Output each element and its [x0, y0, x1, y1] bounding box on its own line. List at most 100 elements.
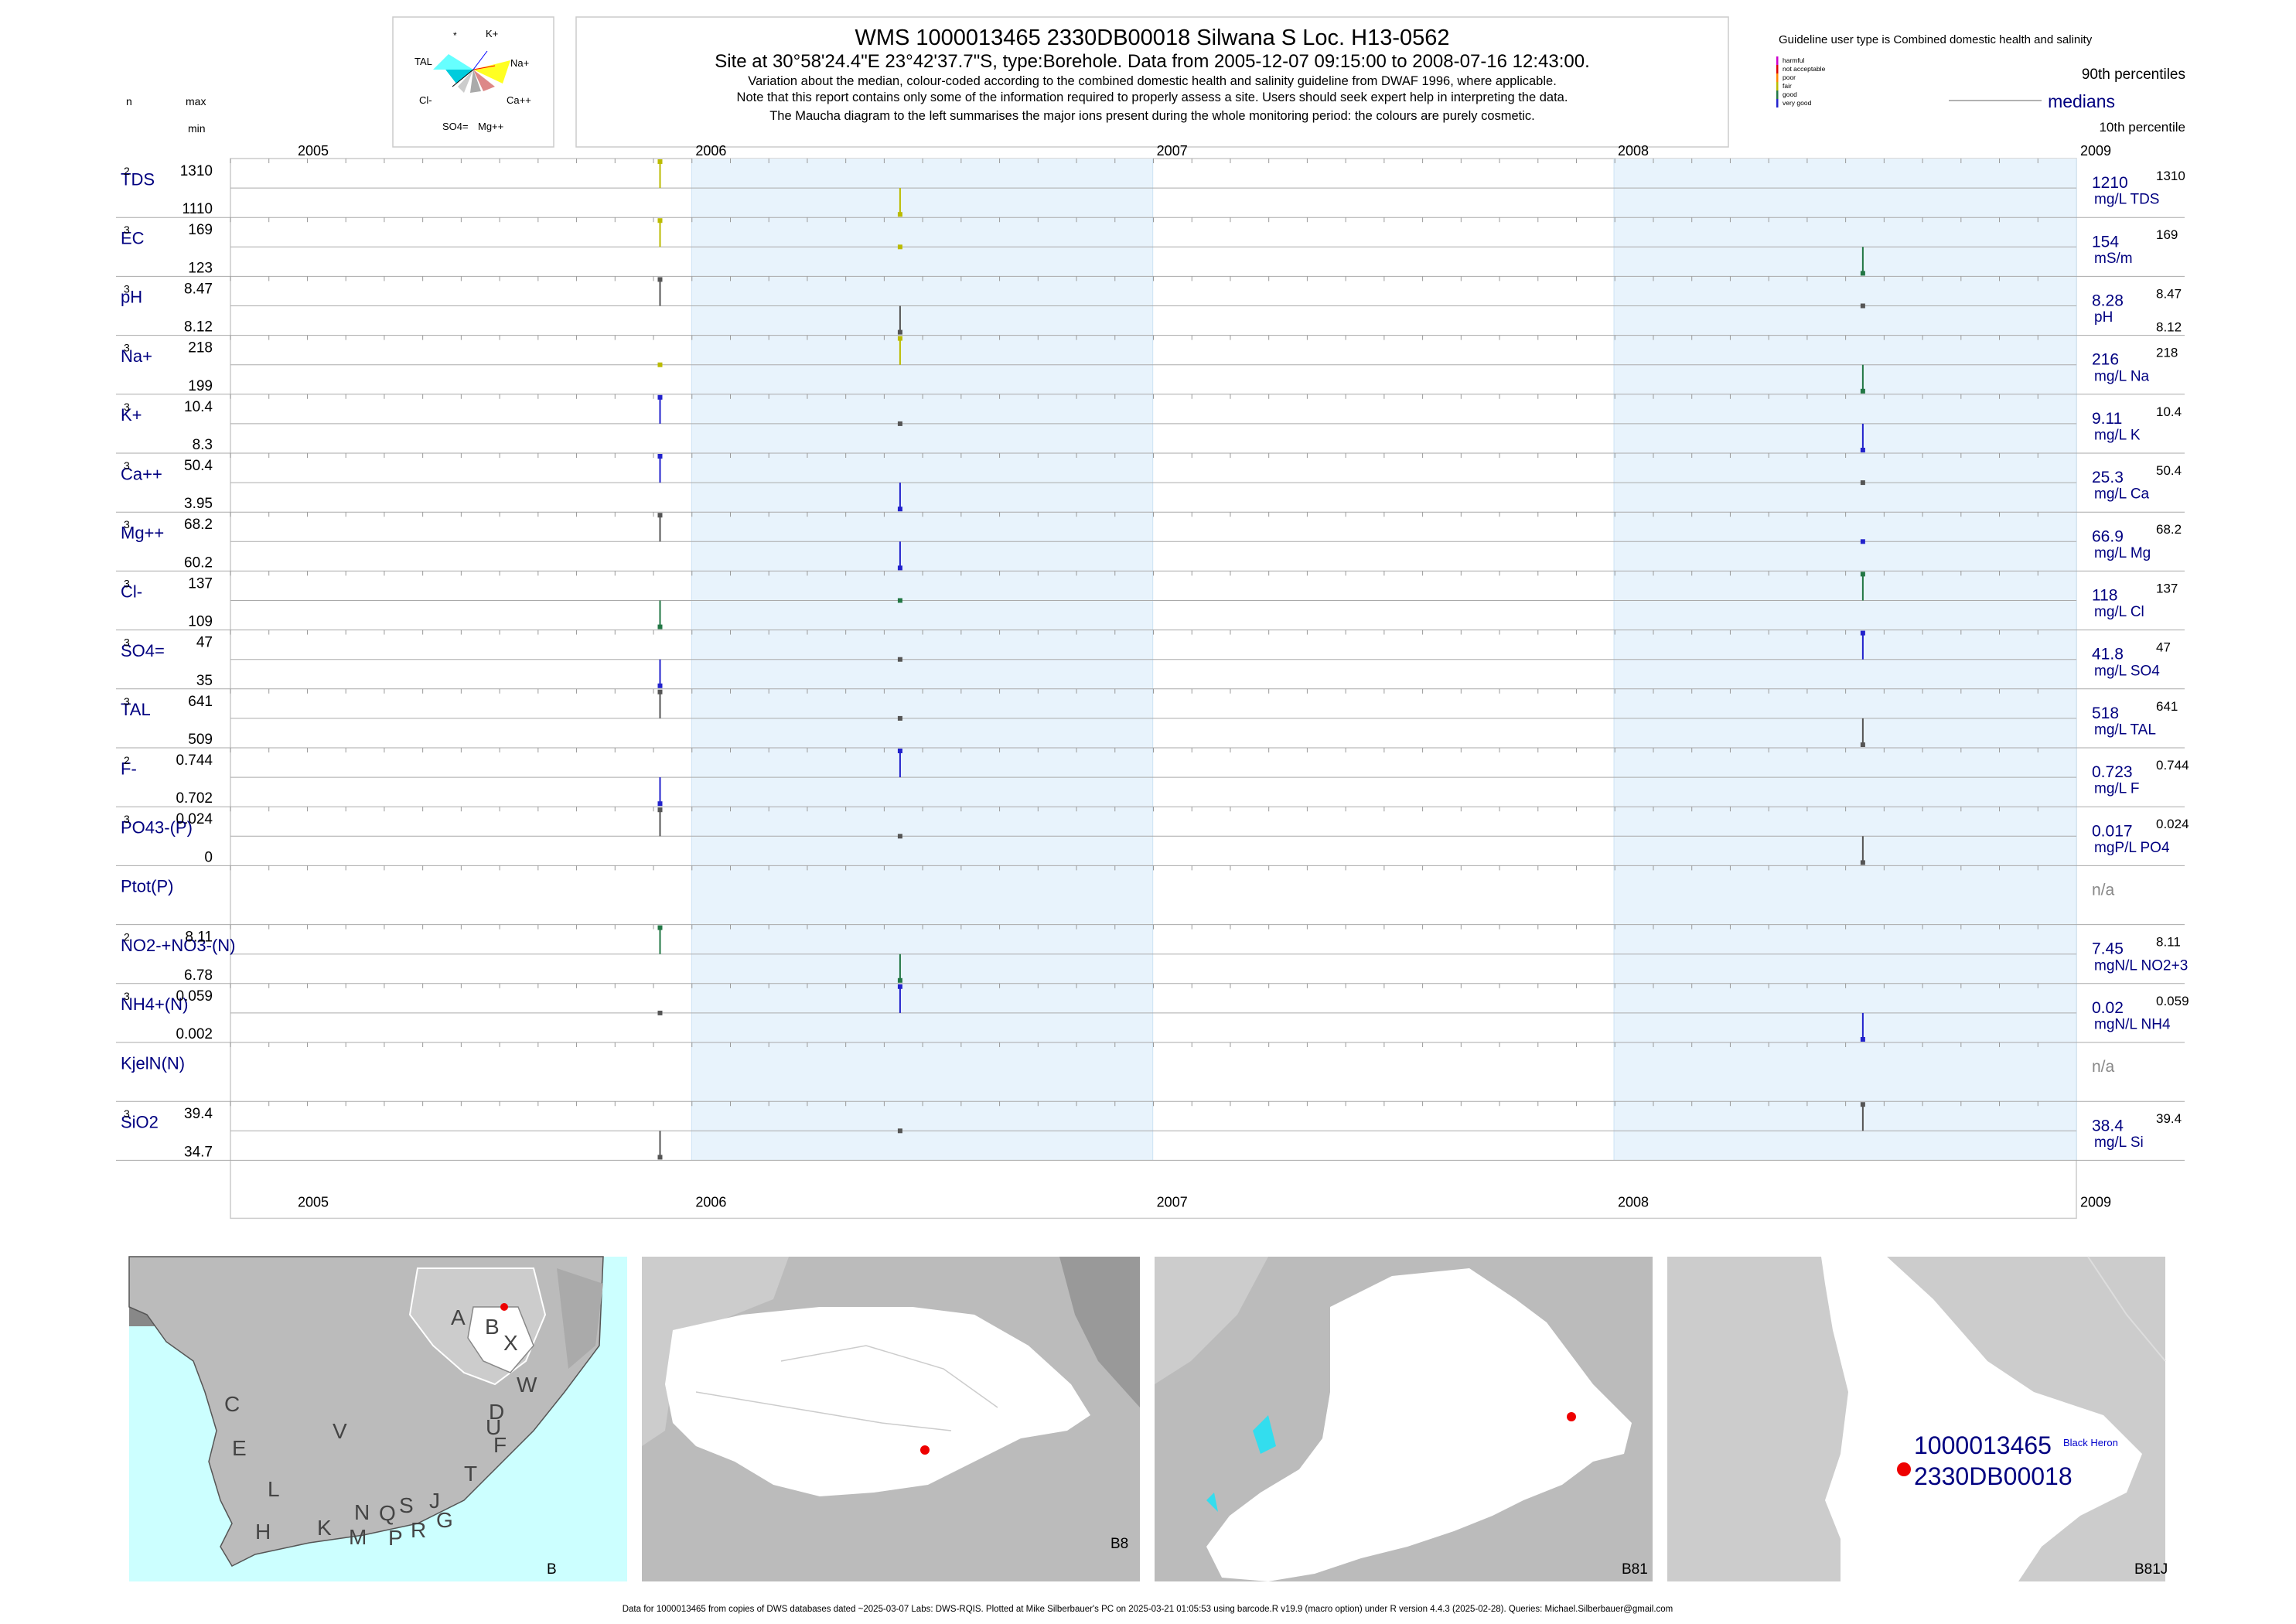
param-label-10: F-	[121, 759, 137, 778]
param-n-3: 3	[124, 342, 130, 354]
data-point-11-1	[897, 834, 902, 839]
data-point-1-2	[1860, 271, 1865, 276]
maucha-label-cl: Cl-	[419, 94, 432, 106]
param-min-13: 6.78	[184, 967, 213, 984]
data-point-8-0	[657, 683, 663, 688]
param-unit-16: mg/L Si	[2094, 1134, 2144, 1151]
region-label-U: U	[486, 1415, 501, 1439]
param-rmax-3: 218	[2156, 346, 2178, 360]
param-n-9: 3	[124, 695, 130, 708]
data-point-0-0	[657, 159, 663, 164]
param-label-0: TDS	[121, 169, 155, 189]
site-marker-national	[500, 1303, 508, 1311]
data-point-6-1	[897, 565, 902, 571]
title-box: WMS 1000013465 2330DB00018 Silwana S Loc…	[575, 16, 1729, 148]
data-point-7-2	[1860, 571, 1865, 577]
param-unit-1: mS/m	[2094, 251, 2133, 267]
data-point-2-2	[1860, 303, 1865, 309]
data-point-3-0	[657, 362, 663, 367]
region-label-W: W	[517, 1373, 537, 1397]
data-point-10-0	[657, 801, 663, 807]
legend-p10: 10th percentile	[2099, 120, 2185, 135]
param-label-1: EC	[121, 228, 145, 247]
maucha-label-ca: Ca++	[507, 94, 531, 106]
maucha-label-na: Na+	[510, 57, 529, 69]
data-point-7-0	[657, 624, 663, 629]
param-label-15: KjelN(N)	[121, 1053, 185, 1073]
data-point-2-1	[897, 329, 902, 335]
map-panel-b81: B81	[1155, 1257, 1653, 1581]
region-label-A: A	[451, 1305, 466, 1329]
data-point-3-2	[1860, 388, 1865, 394]
param-max-11: 0.024	[176, 811, 213, 827]
report-note-3: The Maucha diagram to the left summarise…	[769, 109, 1535, 123]
site-marker-local	[1897, 1462, 1911, 1476]
param-label-3: Na+	[121, 346, 152, 366]
region-label-F: F	[493, 1433, 507, 1457]
param-median-2: 8.28	[2092, 292, 2124, 310]
param-rmax-6: 68.2	[2156, 522, 2182, 537]
data-point-14-0	[657, 1010, 663, 1015]
param-n-13: 2	[124, 931, 130, 943]
legend-swatch-1	[1776, 65, 1779, 73]
region-label-G: G	[436, 1508, 453, 1532]
param-unit-8: mg/L SO4	[2094, 663, 2160, 679]
param-median-11: 0.017	[2092, 822, 2133, 840]
param-label-9: TAL	[121, 700, 151, 719]
param-median-3: 216	[2092, 351, 2119, 369]
param-median-12: n/a	[2092, 882, 2115, 899]
region-label-P: P	[388, 1526, 403, 1550]
param-n-0: 2	[124, 165, 130, 177]
year-label-top-2009: 2009	[2080, 143, 2111, 159]
param-unit-6: mg/L Mg	[2094, 545, 2151, 561]
data-point-5-0	[657, 454, 663, 459]
param-unit-2: pH	[2094, 309, 2113, 326]
data-point-7-1	[897, 598, 902, 603]
legend-class-4: good	[1783, 90, 1797, 98]
param-label-11: PO43-(P)	[121, 817, 193, 837]
data-point-16-0	[657, 1155, 663, 1160]
maucha-label-tal: TAL	[415, 56, 432, 67]
site-label-station: 2330DB00018	[1914, 1462, 2073, 1490]
region-label-M: M	[349, 1525, 367, 1549]
report-title: WMS 1000013465 2330DB00018 Silwana S Loc…	[855, 26, 1449, 50]
region-label-Q: Q	[379, 1501, 396, 1525]
param-max-13: 8.11	[185, 930, 213, 946]
param-max-7: 137	[188, 575, 213, 592]
data-point-13-0	[657, 925, 663, 930]
region-label-B: B	[485, 1315, 500, 1339]
param-unit-5: mg/L Ca	[2094, 486, 2150, 503]
region-label-L: L	[268, 1477, 280, 1501]
param-unit-0: mg/L TDS	[2094, 192, 2159, 208]
data-point-6-2	[1860, 539, 1865, 544]
footer-note: Data for 1000013465 from copies of DWS d…	[623, 1605, 1673, 1614]
legend-class-5: very good	[1783, 99, 1812, 107]
year-label-top-2005: 2005	[298, 143, 329, 159]
year-label-bottom-2008: 2008	[1618, 1194, 1649, 1209]
param-min-16: 34.7	[184, 1144, 213, 1160]
param-min-5: 3.95	[184, 496, 213, 512]
region-label-D: D	[489, 1400, 504, 1424]
param-max-16: 39.4	[184, 1106, 213, 1122]
maucha-mg-segment	[458, 70, 473, 93]
param-label-14: NH4+(N)	[121, 995, 188, 1014]
data-point-9-0	[657, 689, 663, 694]
param-n-10: 2	[124, 754, 130, 766]
maucha-ca-segment	[473, 70, 495, 91]
param-median-15: n/a	[2092, 1058, 2115, 1076]
region-label-J: J	[429, 1489, 440, 1513]
param-min-9: 509	[188, 732, 213, 748]
data-point-4-2	[1860, 448, 1865, 452]
maucha-label-mg: Mg++	[478, 121, 503, 132]
param-min-2: 8.12	[184, 319, 213, 336]
data-point-13-1	[897, 977, 902, 983]
year-label-bottom-2009: 2009	[2080, 1194, 2111, 1209]
data-point-3-1	[897, 336, 902, 341]
param-unit-14: mgN/L NH4	[2094, 1016, 2171, 1032]
legend-medians: medians	[2048, 91, 2115, 111]
param-min-0: 1110	[183, 201, 213, 217]
year-label-bottom-2005: 2005	[298, 1194, 329, 1209]
maucha-label-k: K+	[486, 28, 498, 39]
header-n: n	[126, 95, 132, 107]
